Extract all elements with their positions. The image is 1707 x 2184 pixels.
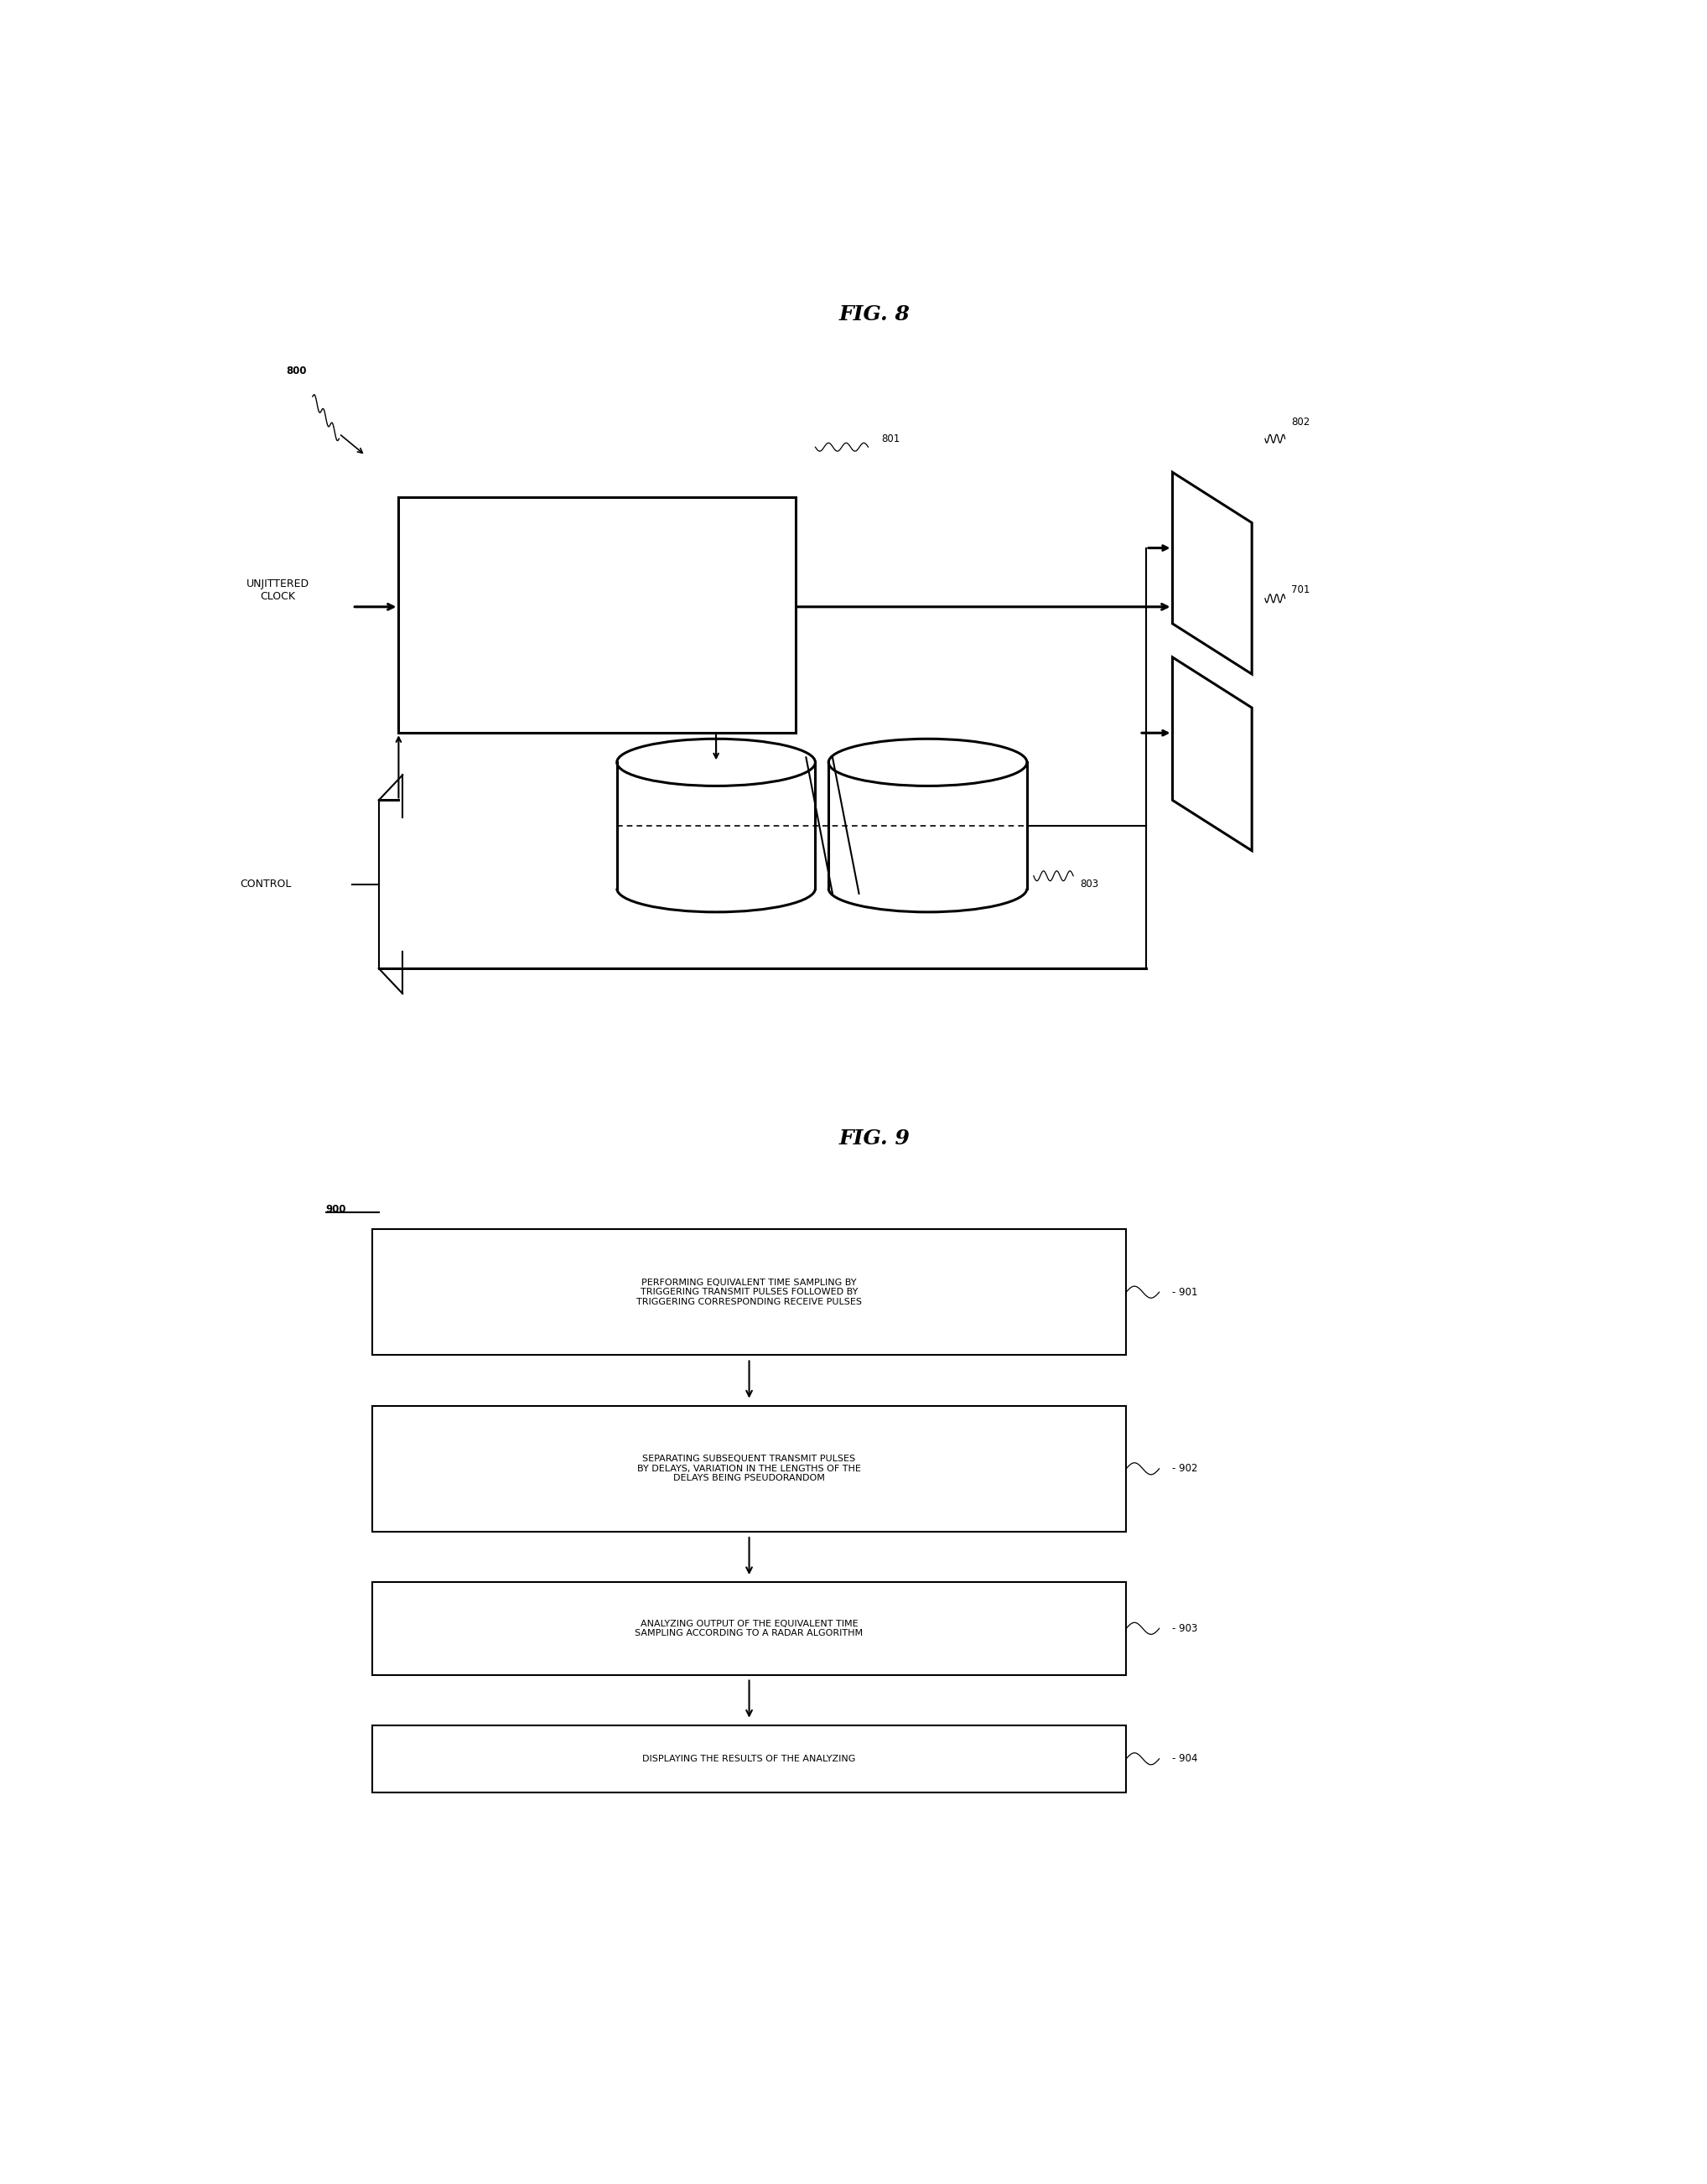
Text: FIG. 8: FIG. 8: [840, 304, 910, 323]
Polygon shape: [1173, 657, 1251, 850]
Text: - 902: - 902: [1173, 1463, 1198, 1474]
Bar: [372, 1406, 1127, 1531]
Text: 800: 800: [287, 367, 307, 378]
Text: 803: 803: [1081, 878, 1098, 889]
Text: 802: 802: [1292, 417, 1311, 428]
Text: SEPARATING SUBSEQUENT TRANSMIT PULSES
BY DELAYS, VARIATION IN THE LENGTHS OF THE: SEPARATING SUBSEQUENT TRANSMIT PULSES BY…: [637, 1455, 860, 1483]
Text: FIG. 9: FIG. 9: [840, 1129, 910, 1149]
Text: 701: 701: [1292, 585, 1311, 596]
Text: DISPLAYING THE RESULTS OF THE ANALYZING: DISPLAYING THE RESULTS OF THE ANALYZING: [642, 1754, 855, 1762]
Text: 900: 900: [326, 1203, 347, 1214]
Text: PERFORMING EQUIVALENT TIME SAMPLING BY
TRIGGERING TRANSMIT PULSES FOLLOWED BY
TR: PERFORMING EQUIVALENT TIME SAMPLING BY T…: [637, 1278, 862, 1306]
Text: 801: 801: [881, 432, 900, 443]
Bar: [372, 1581, 1127, 1675]
Text: - 901: - 901: [1173, 1286, 1198, 1297]
Text: UNJITTERED
CLOCK: UNJITTERED CLOCK: [246, 579, 309, 603]
Bar: [372, 1725, 1127, 1793]
Text: - 904: - 904: [1173, 1754, 1198, 1765]
Polygon shape: [1173, 472, 1251, 675]
Text: ANALYZING OUTPUT OF THE EQUIVALENT TIME
SAMPLING ACCORDING TO A RADAR ALGORITHM: ANALYZING OUTPUT OF THE EQUIVALENT TIME …: [635, 1618, 864, 1638]
Bar: [372, 1230, 1127, 1354]
Text: CONTROL: CONTROL: [239, 878, 292, 889]
Text: - 903: - 903: [1173, 1623, 1198, 1634]
Bar: [399, 498, 795, 734]
